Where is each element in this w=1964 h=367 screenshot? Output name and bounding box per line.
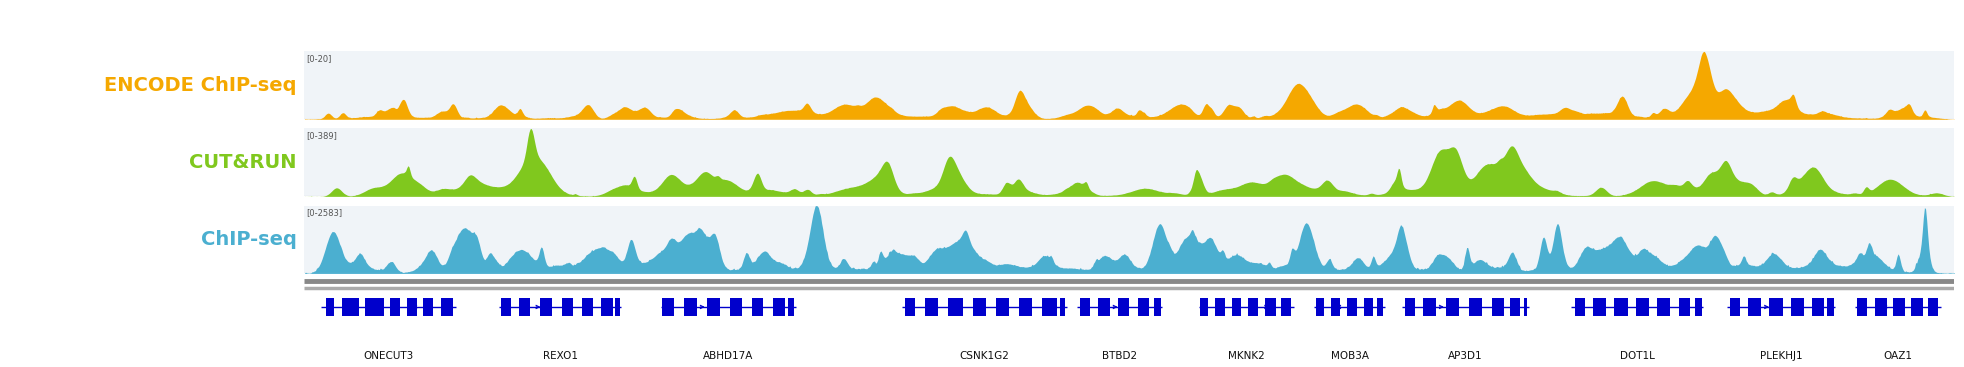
Bar: [1893, 298, 1905, 316]
Bar: [1510, 298, 1520, 316]
Text: REXO1: REXO1: [542, 351, 577, 361]
Bar: [1770, 298, 1783, 316]
Bar: [1363, 298, 1373, 316]
Bar: [442, 298, 454, 316]
Bar: [1231, 298, 1241, 316]
Bar: [1330, 298, 1341, 316]
Text: ENCODE ChIP-seq: ENCODE ChIP-seq: [104, 76, 297, 95]
Bar: [1593, 298, 1607, 316]
Text: ChIP-seq: ChIP-seq: [200, 230, 297, 249]
Bar: [422, 298, 434, 316]
Bar: [774, 298, 784, 316]
Bar: [601, 298, 613, 316]
Bar: [1636, 298, 1650, 316]
Bar: [925, 298, 939, 316]
Text: OAZ1: OAZ1: [1883, 351, 1913, 361]
Bar: [683, 298, 697, 316]
Bar: [1247, 298, 1259, 316]
Bar: [581, 298, 593, 316]
Text: PLEKHJ1: PLEKHJ1: [1760, 351, 1803, 361]
Bar: [1155, 298, 1161, 316]
Bar: [1080, 298, 1090, 316]
Bar: [1377, 298, 1383, 316]
Bar: [1791, 298, 1805, 316]
Bar: [1493, 298, 1504, 316]
Bar: [707, 298, 721, 316]
Bar: [1041, 298, 1057, 316]
Text: BTBD2: BTBD2: [1102, 351, 1137, 361]
Text: [0-2583]: [0-2583]: [306, 208, 342, 217]
Bar: [1856, 298, 1866, 316]
Bar: [1827, 298, 1834, 316]
Bar: [662, 298, 674, 316]
Bar: [1614, 298, 1628, 316]
Bar: [1730, 298, 1740, 316]
Text: ABHD17A: ABHD17A: [703, 351, 754, 361]
Bar: [1679, 298, 1691, 316]
Text: MOB3A: MOB3A: [1330, 351, 1369, 361]
Bar: [1695, 298, 1701, 316]
Bar: [972, 298, 986, 316]
Bar: [562, 298, 573, 316]
Bar: [1911, 298, 1923, 316]
Bar: [407, 298, 416, 316]
Text: [0-389]: [0-389]: [306, 131, 338, 140]
Text: ONECUT3: ONECUT3: [363, 351, 414, 361]
Bar: [949, 298, 962, 316]
Bar: [1347, 298, 1357, 316]
Text: DOT1L: DOT1L: [1620, 351, 1656, 361]
Bar: [615, 298, 619, 316]
Bar: [1316, 298, 1324, 316]
Bar: [1019, 298, 1031, 316]
Text: CSNK1G2: CSNK1G2: [958, 351, 1009, 361]
Bar: [1658, 298, 1671, 316]
Bar: [1265, 298, 1277, 316]
Bar: [905, 298, 915, 316]
Bar: [1061, 298, 1064, 316]
Bar: [1098, 298, 1110, 316]
Bar: [501, 298, 511, 316]
Text: MKNK2: MKNK2: [1228, 351, 1265, 361]
Bar: [1137, 298, 1149, 316]
Bar: [1200, 298, 1208, 316]
Bar: [1575, 298, 1585, 316]
Bar: [342, 298, 359, 316]
Bar: [518, 298, 530, 316]
Bar: [365, 298, 383, 316]
Bar: [540, 298, 552, 316]
Bar: [326, 298, 334, 316]
Bar: [731, 298, 742, 316]
Bar: [1216, 298, 1226, 316]
Bar: [1404, 298, 1414, 316]
Bar: [1118, 298, 1129, 316]
Bar: [1281, 298, 1290, 316]
Bar: [1469, 298, 1483, 316]
Text: [0-20]: [0-20]: [306, 54, 332, 63]
Bar: [1813, 298, 1825, 316]
Bar: [788, 298, 793, 316]
Bar: [1748, 298, 1762, 316]
Text: CUT&RUN: CUT&RUN: [189, 153, 297, 172]
Bar: [752, 298, 764, 316]
Bar: [1424, 298, 1436, 316]
Bar: [391, 298, 401, 316]
Bar: [1929, 298, 1938, 316]
Text: AP3D1: AP3D1: [1447, 351, 1483, 361]
Bar: [996, 298, 1009, 316]
Bar: [1876, 298, 1887, 316]
Bar: [1524, 298, 1526, 316]
Bar: [1446, 298, 1459, 316]
